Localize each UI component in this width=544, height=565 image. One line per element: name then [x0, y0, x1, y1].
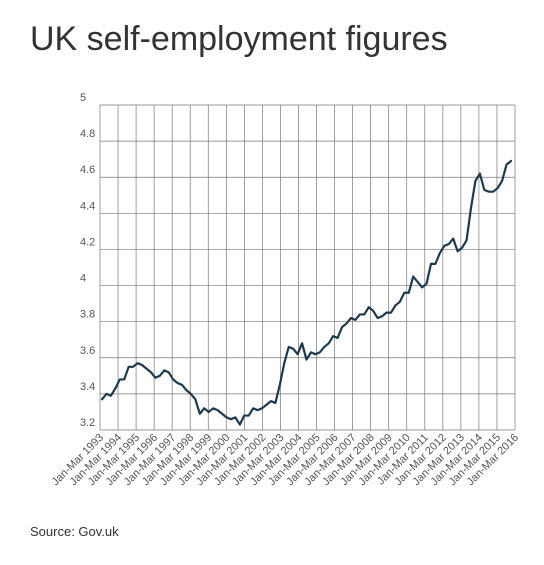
source-note: Source: Gov.uk [30, 524, 119, 539]
y-tick-label: 3.6 [80, 345, 95, 357]
chart-title: UK self-employment figures [30, 20, 448, 58]
y-tick-label: 4.8 [80, 128, 95, 140]
y-tick-label: 5 [80, 92, 86, 104]
y-tick-label: 4 [80, 273, 86, 285]
y-tick-label: 3.2 [80, 417, 95, 429]
y-tick-label: 3.4 [80, 381, 95, 393]
y-axis-ticks: 5 4.8 4.6 4.4 4.2 4 3.8 3.6 3.4 3.2 [80, 92, 95, 429]
y-tick-label: 3.8 [80, 309, 95, 321]
y-tick-label: 4.6 [80, 164, 95, 176]
y-tick-label: 4.4 [80, 200, 95, 212]
y-tick-label: 4.2 [80, 236, 95, 248]
series-line [100, 159, 513, 426]
chart-grid [99, 104, 516, 431]
